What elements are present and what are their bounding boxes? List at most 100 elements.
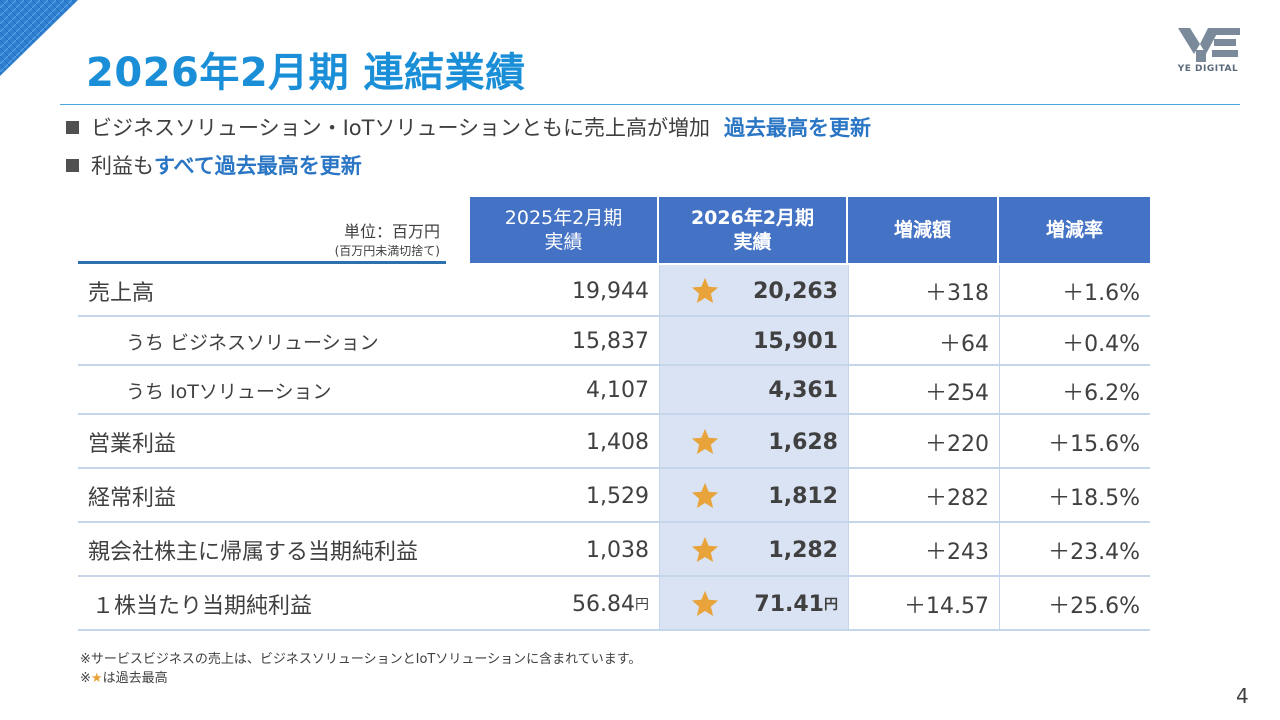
yen-unit: 円 — [635, 597, 649, 613]
column-divider — [999, 366, 1000, 415]
value-rate: ＋0.4% — [1062, 331, 1140, 357]
column-divider — [659, 523, 660, 577]
cell-prev: 4,107 — [470, 366, 659, 415]
value-curr: 20,263 — [753, 278, 838, 304]
value-rate: ＋1.6% — [1062, 281, 1140, 306]
cell-diff: ＋282 — [848, 469, 999, 523]
value-diff: ＋282 — [925, 486, 989, 511]
value-prev: 1,529 — [586, 483, 649, 509]
table-row: 経常利益 1,529 1,812 ＋282 ＋18.5% — [78, 469, 1150, 523]
bullet-1-highlight: 過去最高を更新 — [724, 116, 872, 140]
cell-curr: 1,812 — [659, 469, 848, 523]
page-number: 4 — [1236, 684, 1249, 708]
cell-diff: ＋254 — [848, 366, 999, 415]
value-rate: ＋15.6% — [1048, 432, 1140, 457]
header-rate-label: 増減率 — [1045, 219, 1103, 241]
value-prev: 19,944 — [572, 278, 649, 304]
column-divider — [659, 469, 660, 523]
header-rate: 増減率 — [999, 197, 1150, 263]
value-diff: ＋14.57 — [904, 594, 989, 619]
value-rate: ＋25.6% — [1048, 594, 1140, 619]
value-prev: 56.84 — [572, 591, 635, 617]
table-row: １株当たり当期純利益 56.84 円 71.41 円＋14.57 ＋25.6% — [78, 577, 1150, 631]
column-divider — [659, 317, 660, 366]
table-row: 親会社株主に帰属する当期純利益 1,038 1,282 ＋243 ＋23.4% — [78, 523, 1150, 577]
cell-rate: ＋0.4% — [999, 317, 1150, 366]
column-divider — [659, 415, 660, 469]
row-label: うち ビジネスソリューション — [126, 332, 379, 354]
row-divider — [78, 315, 1150, 317]
footnote-2-prefix: ※ — [80, 671, 91, 686]
column-divider — [659, 577, 660, 631]
column-divider — [999, 469, 1000, 523]
row-divider — [78, 413, 1150, 415]
bullet-1-text: ビジネスソリューション・IoTソリューションともに売上高が増加 — [91, 116, 711, 140]
value-rate: ＋23.4% — [1048, 540, 1140, 565]
title-divider — [60, 104, 1240, 105]
row-divider — [78, 521, 1150, 523]
header-prev-year-line1: 2025年2月期 — [504, 207, 623, 229]
column-divider — [848, 317, 849, 366]
header-diff: 増減額 — [848, 197, 999, 263]
cell-diff: ＋318 — [848, 265, 999, 317]
cell-diff: ＋243 — [848, 523, 999, 577]
record-high-star-icon — [691, 277, 719, 303]
value-diff: ＋64 — [939, 331, 989, 357]
label-column-rule — [78, 261, 446, 264]
table-row: 売上高 19,944 20,263 ＋318 ＋1.6% — [78, 265, 1150, 317]
column-divider — [659, 265, 660, 317]
bullet-2: 利益も すべて過去最高を更新 — [66, 150, 362, 180]
row-label: 営業利益 — [88, 432, 177, 457]
column-divider — [848, 523, 849, 577]
record-high-star-icon — [691, 590, 719, 616]
value-rate: ＋18.5% — [1048, 486, 1140, 511]
value-curr: 71.41 — [754, 591, 824, 617]
value-rate: ＋6.2% — [1062, 380, 1140, 406]
logo-text: YE DIGITAL — [1177, 64, 1239, 74]
cell-prev: 15,837 — [470, 317, 659, 366]
value-prev: 4,107 — [586, 378, 649, 403]
table-row: うち IoTソリューション 4,107 4,361 ＋254 ＋6.2% — [78, 366, 1150, 415]
value-diff: ＋220 — [925, 432, 989, 457]
cell-diff: ＋64 — [848, 317, 999, 366]
cell-rate: ＋25.6% — [999, 577, 1150, 631]
cell-curr: 1,628 — [659, 415, 848, 469]
cell-curr: 20,263 — [659, 265, 848, 317]
cell-prev: 19,944 — [470, 265, 659, 317]
cell-rate: ＋15.6% — [999, 415, 1150, 469]
value-prev: 1,038 — [586, 537, 649, 563]
column-divider — [848, 265, 849, 317]
cell-prev: 1,529 — [470, 469, 659, 523]
value-curr: 1,282 — [768, 537, 838, 563]
value-curr: 15,901 — [753, 329, 838, 354]
cell-curr: 4,361 — [659, 366, 848, 415]
column-divider — [999, 415, 1000, 469]
record-high-star-icon — [691, 482, 719, 508]
row-label: うち IoTソリューション — [126, 381, 332, 403]
column-divider — [999, 317, 1000, 366]
cell-curr: 71.41 円 — [659, 577, 848, 631]
bullet-2-text: 利益も — [91, 154, 154, 178]
value-diff: ＋254 — [925, 380, 989, 406]
bullet-square-icon — [66, 120, 79, 134]
corner-decoration — [0, 0, 78, 76]
row-label: 売上高 — [88, 281, 155, 306]
column-divider — [848, 577, 849, 631]
value-prev: 1,408 — [586, 429, 649, 455]
bullet-1: ビジネスソリューション・IoTソリューションともに売上高が増加 過去最高を更新 — [66, 112, 871, 142]
bullet-2-highlight: すべて過去最高を更新 — [154, 154, 362, 178]
table-row: 営業利益 1,408 1,628 ＋220 ＋15.6% — [78, 415, 1150, 469]
header-prev-year-line2: 実績 — [544, 231, 583, 253]
row-label: １株当たり当期純利益 — [92, 594, 313, 619]
row-divider — [78, 575, 1150, 577]
footnote-2: ※★は過去最高 — [80, 667, 168, 686]
cell-rate: ＋23.4% — [999, 523, 1150, 577]
value-diff: ＋318 — [925, 281, 989, 306]
row-divider — [78, 629, 1150, 631]
unit-label: 単位：百万円 — [343, 222, 440, 241]
bullet-square-icon — [66, 158, 79, 172]
cell-prev: 56.84 円 — [470, 577, 659, 631]
cell-prev: 1,038 — [470, 523, 659, 577]
page-title: 2026年2月期 連結業績 — [86, 50, 526, 96]
header-prev-year: 2025年2月期 実績 — [470, 197, 659, 263]
